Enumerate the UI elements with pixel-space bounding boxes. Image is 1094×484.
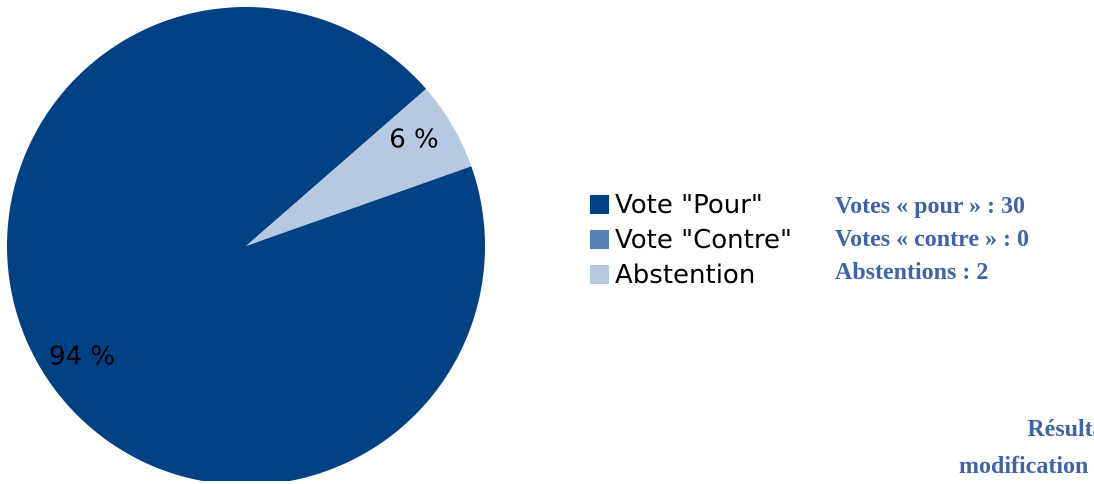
legend-label-vote-pour: Vote "Pour" [615,189,763,220]
legend-item-abstention: Abstention [590,257,792,292]
legend-label-vote-contre: Vote "Contre" [615,224,792,255]
result-caption-line-1: Résultat [1027,416,1094,442]
votes-contre-count: Votes « contre » : 0 [835,226,1029,252]
abstentions-count: Abstentions : 2 [835,259,989,285]
legend-item-vote-pour: Vote "Pour" [590,187,792,222]
legend-swatch-abstention [590,265,609,284]
pie-label-abstention: 6 % [389,125,439,155]
vote-summary: Votes « pour » : 30 Votes « contre » : 0… [835,190,1029,289]
pie-label-vote-pour: 94 % [49,342,115,372]
votes-pour-count: Votes « pour » : 30 [835,193,1026,219]
legend-swatch-vote-contre [590,230,609,249]
pie-slice-abstention [246,88,472,246]
legend-label-abstention: Abstention [615,259,756,290]
chart-legend: Vote "Pour" Vote "Contre" Abstention [590,187,792,292]
legend-item-vote-contre: Vote "Contre" [590,222,792,257]
pie-slice-vote-pour [7,7,485,481]
legend-swatch-vote-pour [590,195,609,214]
result-caption-line-2: modification ac [959,453,1094,479]
